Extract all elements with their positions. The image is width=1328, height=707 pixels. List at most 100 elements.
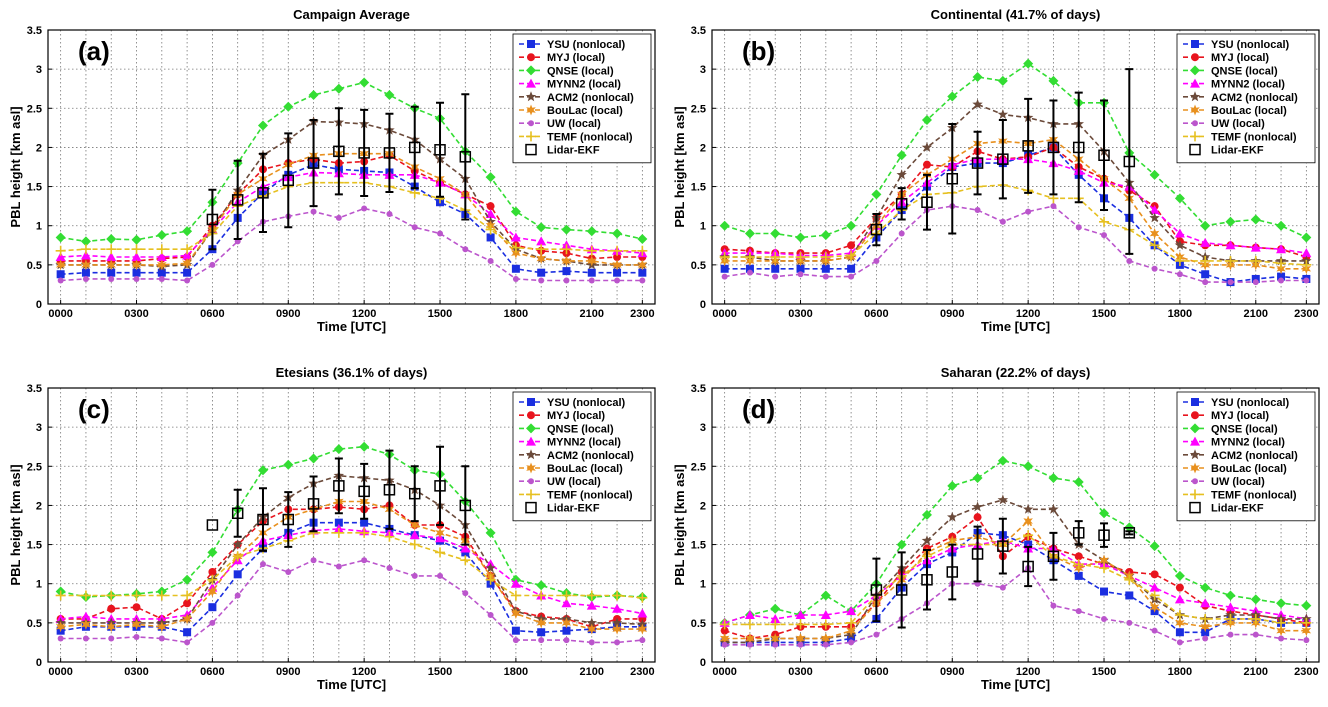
marker <box>335 563 342 570</box>
y-tick-label: 0 <box>700 299 706 311</box>
marker <box>588 277 595 284</box>
marker <box>586 600 597 610</box>
marker <box>587 268 596 277</box>
marker <box>1126 619 1133 626</box>
legend-marker <box>526 65 536 76</box>
marker <box>106 234 117 245</box>
series-line <box>60 154 643 262</box>
marker <box>361 205 368 212</box>
legend-label: Lidar-EKF <box>547 145 600 157</box>
marker <box>611 617 623 628</box>
error-bar <box>461 93 470 221</box>
marker <box>158 275 165 282</box>
marker <box>182 257 192 269</box>
marker <box>1276 244 1287 254</box>
marker <box>536 222 547 233</box>
marker <box>846 606 857 616</box>
legend-box <box>1176 33 1316 164</box>
marker <box>132 268 141 277</box>
marker <box>538 277 545 284</box>
marker <box>1301 625 1312 637</box>
plot-frame <box>711 387 1320 663</box>
error-bar <box>410 105 419 190</box>
legend-marker <box>527 40 535 48</box>
marker <box>156 590 167 601</box>
marker <box>1250 214 1261 225</box>
marker <box>106 621 116 633</box>
marker <box>1202 279 1209 286</box>
legend-marker <box>1189 91 1201 102</box>
chart-title: Etesians (36.1% of days) <box>276 365 428 380</box>
marker <box>1276 625 1286 637</box>
x-tick-label: 1200 <box>352 308 376 320</box>
marker <box>460 543 471 553</box>
marker <box>131 259 142 271</box>
x-tick-label: 1800 <box>504 666 528 678</box>
marker <box>795 633 806 644</box>
marker <box>1101 232 1108 239</box>
marker <box>947 511 958 522</box>
marker <box>283 459 294 470</box>
legend-marker <box>1190 423 1200 434</box>
marker <box>1099 563 1110 574</box>
marker <box>512 275 519 282</box>
y-axis-label: PBL height [km asl] <box>8 106 23 227</box>
marker <box>1123 155 1136 168</box>
marker <box>131 252 142 262</box>
marker <box>231 194 244 206</box>
marker <box>510 232 521 242</box>
marker <box>1025 208 1032 215</box>
marker <box>1098 149 1110 162</box>
marker <box>1174 570 1185 581</box>
legend-marker <box>1191 53 1199 62</box>
x-axis-label: Time [UTC] <box>317 677 386 692</box>
marker <box>1023 461 1034 472</box>
marker <box>308 453 319 464</box>
marker <box>745 633 755 644</box>
marker <box>459 151 472 163</box>
marker <box>744 228 755 239</box>
legend-label: TEMF (nonlocal) <box>1211 489 1297 501</box>
marker <box>308 89 319 100</box>
marker <box>485 527 496 538</box>
marker <box>1200 237 1211 247</box>
x-tick-label: 1500 <box>1092 308 1116 320</box>
marker <box>335 214 342 221</box>
error-bar <box>410 465 419 523</box>
x-tick-label: 1200 <box>1016 666 1040 678</box>
marker <box>156 252 167 262</box>
marker <box>612 623 622 635</box>
marker <box>386 210 393 217</box>
marker <box>437 572 444 579</box>
marker <box>1252 631 1259 638</box>
error-bar <box>258 152 267 233</box>
marker <box>1303 277 1310 284</box>
legend-marker <box>526 78 536 88</box>
legend-label: QNSE (local) <box>1211 65 1278 77</box>
legend-label: ACM2 (nonlocal) <box>1211 92 1298 104</box>
marker <box>637 245 648 256</box>
marker <box>333 83 344 94</box>
legend-label: YSU (nonlocal) <box>547 39 626 51</box>
marker <box>770 228 781 239</box>
marker <box>820 619 831 630</box>
marker <box>1151 265 1158 272</box>
marker <box>361 557 368 564</box>
legend-marker <box>1190 131 1200 142</box>
legend-label: QNSE (local) <box>547 423 614 435</box>
y-tick-label: 2 <box>700 142 706 154</box>
error-bar <box>1125 68 1134 255</box>
legend-label: Lidar-EKF <box>547 503 600 515</box>
legend-marker <box>1192 120 1198 127</box>
error-bar <box>872 557 881 623</box>
legend-marker <box>525 91 537 102</box>
marker <box>536 617 546 629</box>
legend-label: MYNN2 (local) <box>547 437 621 449</box>
marker <box>1252 279 1259 286</box>
chart-title: Campaign Average <box>293 7 410 22</box>
marker <box>846 617 857 628</box>
marker <box>536 580 547 591</box>
marker <box>55 590 66 601</box>
x-tick-label: 0300 <box>124 308 148 320</box>
error-bar <box>436 101 445 198</box>
